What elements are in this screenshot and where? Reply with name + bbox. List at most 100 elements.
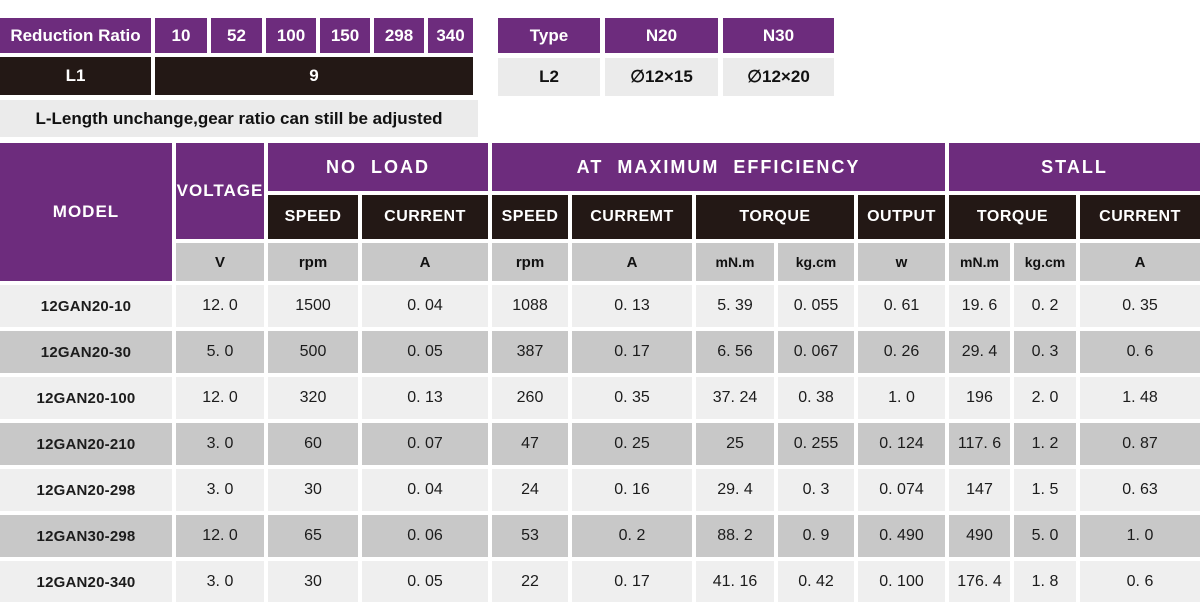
value-cell: 176. 4: [949, 561, 1010, 602]
value-cell: 1. 5: [1014, 469, 1076, 511]
value-cell: 500: [268, 331, 358, 373]
value-cell: 0. 61: [858, 285, 945, 327]
value-cell: 29. 4: [696, 469, 774, 511]
l2-n30-dimension: ∅12×20: [723, 58, 834, 96]
max-eff-torque-header: TORQUE: [696, 195, 854, 239]
value-cell: 25: [696, 423, 774, 465]
max-eff-output-header: OUTPUT: [858, 195, 945, 239]
value-cell: 0. 6: [1080, 561, 1200, 602]
value-cell: 12. 0: [176, 515, 264, 557]
value-cell: 60: [268, 423, 358, 465]
value-cell: 0. 074: [858, 469, 945, 511]
value-cell: 320: [268, 377, 358, 419]
type-n20-header: N20: [605, 18, 718, 53]
voltage-header: VOLTAGE: [176, 143, 264, 239]
value-cell: 0. 35: [572, 377, 692, 419]
value-cell: 196: [949, 377, 1010, 419]
model-cell: 12GAN20-210: [0, 423, 172, 465]
value-cell: 3. 0: [176, 423, 264, 465]
value-cell: 0. 2: [572, 515, 692, 557]
stall-torque-header: TORQUE: [949, 195, 1076, 239]
l2-n20-dimension: ∅12×15: [605, 58, 718, 96]
value-cell: 0. 05: [362, 331, 488, 373]
ratio-value-100: 100: [266, 18, 316, 53]
value-cell: 47: [492, 423, 568, 465]
value-cell: 12. 0: [176, 377, 264, 419]
value-cell: 0. 255: [778, 423, 854, 465]
max-eff-output-unit: w: [858, 243, 945, 281]
voltage-unit: V: [176, 243, 264, 281]
value-cell: 5. 0: [1014, 515, 1076, 557]
value-cell: 147: [949, 469, 1010, 511]
value-cell: 0. 04: [362, 469, 488, 511]
value-cell: 30: [268, 469, 358, 511]
value-cell: 0. 100: [858, 561, 945, 602]
length-note: L-Length unchange,gear ratio can still b…: [0, 100, 478, 137]
value-cell: 88. 2: [696, 515, 774, 557]
value-cell: 0. 17: [572, 331, 692, 373]
value-cell: 0. 05: [362, 561, 488, 602]
value-cell: 29. 4: [949, 331, 1010, 373]
value-cell: 0. 87: [1080, 423, 1200, 465]
value-cell: 0. 07: [362, 423, 488, 465]
ratio-value-340: 340: [428, 18, 473, 53]
model-cell: 12GAN20-100: [0, 377, 172, 419]
ratio-value-150: 150: [320, 18, 370, 53]
value-cell: 41. 16: [696, 561, 774, 602]
ratio-value-52: 52: [211, 18, 262, 53]
no-load-current-unit: A: [362, 243, 488, 281]
l1-label: L1: [0, 57, 151, 95]
reduction-ratio-header: Reduction Ratio: [0, 18, 151, 53]
value-cell: 0. 63: [1080, 469, 1200, 511]
value-cell: 0. 42: [778, 561, 854, 602]
no-load-speed-header: SPEED: [268, 195, 358, 239]
value-cell: 0. 3: [778, 469, 854, 511]
l2-label: L2: [498, 58, 600, 96]
value-cell: 6. 56: [696, 331, 774, 373]
value-cell: 5. 39: [696, 285, 774, 327]
value-cell: 0. 055: [778, 285, 854, 327]
no-load-group-header: NO LOAD: [268, 143, 488, 191]
value-cell: 117. 6: [949, 423, 1010, 465]
type-n30-header: N30: [723, 18, 834, 53]
value-cell: 3. 0: [176, 561, 264, 602]
no-load-speed-unit: rpm: [268, 243, 358, 281]
ratio-value-298: 298: [374, 18, 424, 53]
value-cell: 490: [949, 515, 1010, 557]
value-cell: 0. 13: [362, 377, 488, 419]
model-cell: 12GAN20-30: [0, 331, 172, 373]
value-cell: 65: [268, 515, 358, 557]
value-cell: 2. 0: [1014, 377, 1076, 419]
value-cell: 0. 6: [1080, 331, 1200, 373]
type-header: Type: [498, 18, 600, 53]
value-cell: 22: [492, 561, 568, 602]
value-cell: 260: [492, 377, 568, 419]
stall-current-header: CURRENT: [1080, 195, 1200, 239]
stall-current-unit: A: [1080, 243, 1200, 281]
value-cell: 0. 25: [572, 423, 692, 465]
type-dimension-table: Type N20 N30 L2 ∅12×15 ∅12×20: [498, 18, 834, 96]
max-eff-current-unit: A: [572, 243, 692, 281]
stall-group-header: STALL: [949, 143, 1200, 191]
stall-torque-mnm-unit: mN.m: [949, 243, 1010, 281]
model-cell: 12GAN30-298: [0, 515, 172, 557]
model-header: MODEL: [0, 143, 172, 281]
value-cell: 53: [492, 515, 568, 557]
max-eff-speed-unit: rpm: [492, 243, 568, 281]
value-cell: 1. 2: [1014, 423, 1076, 465]
value-cell: 0. 490: [858, 515, 945, 557]
value-cell: 0. 35: [1080, 285, 1200, 327]
motor-spec-table: MODEL VOLTAGE NO LOAD AT MAXIMUM EFFICIE…: [0, 143, 1200, 602]
value-cell: 37. 24: [696, 377, 774, 419]
value-cell: 30: [268, 561, 358, 602]
max-efficiency-group-header: AT MAXIMUM EFFICIENCY: [492, 143, 945, 191]
max-eff-torque-kgcm-unit: kg.cm: [778, 243, 854, 281]
value-cell: 1500: [268, 285, 358, 327]
value-cell: 0. 16: [572, 469, 692, 511]
value-cell: 1. 0: [1080, 515, 1200, 557]
value-cell: 0. 38: [778, 377, 854, 419]
value-cell: 0. 067: [778, 331, 854, 373]
value-cell: 5. 0: [176, 331, 264, 373]
value-cell: 0. 9: [778, 515, 854, 557]
value-cell: 1. 0: [858, 377, 945, 419]
